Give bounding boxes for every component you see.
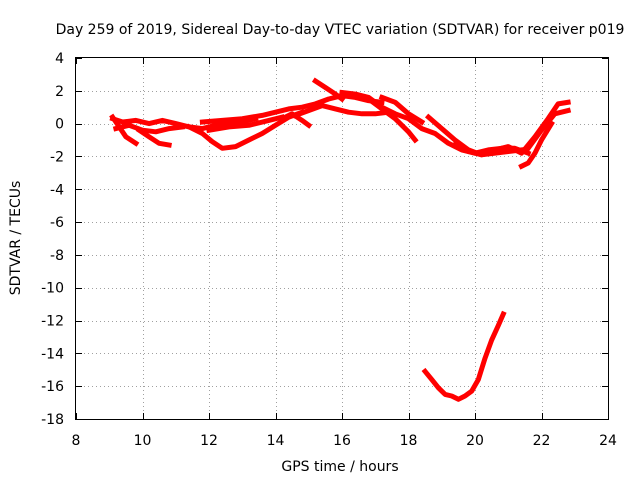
x-tick-label: 10 <box>134 433 152 449</box>
x-tick-label: 20 <box>466 433 484 449</box>
y-tick-label: -12 <box>41 314 64 330</box>
y-tick-label: -8 <box>50 248 64 264</box>
y-tick-label: -16 <box>41 379 64 395</box>
x-tick-label: 18 <box>400 433 418 449</box>
series-line-arc-13 <box>378 94 426 126</box>
x-tick-label: 22 <box>533 433 551 449</box>
series-line-arc-7 <box>206 114 286 134</box>
y-tick-label: 4 <box>55 51 64 67</box>
x-tick-label: 14 <box>267 433 285 449</box>
label-layer: 8 10 12 14 16 18 20 22 24-18-16-14-12-10-8-6-4-2… <box>41 51 617 449</box>
series-line-arc-18 <box>421 310 507 402</box>
y-tick-label: -4 <box>50 182 64 198</box>
x-tick-label: 16 <box>333 433 351 449</box>
series-layer <box>109 77 572 402</box>
series-line-arc-15 <box>451 99 571 158</box>
x-axis-label: GPS time / hours <box>281 459 398 475</box>
chart-title: Day 259 of 2019, Sidereal Day-to-day VTE… <box>56 22 625 38</box>
y-tick-label: 0 <box>55 117 64 133</box>
x-tick-label: 8 <box>72 433 81 449</box>
y-tick-label: 2 <box>55 84 64 100</box>
y-axis-label: SDTVAR / TECUs <box>8 181 24 296</box>
series-line-arc-3 <box>112 122 186 135</box>
y-tick-label: -6 <box>50 215 64 231</box>
series-line-arc-17 <box>524 107 572 152</box>
series-line-arc-2 <box>109 113 140 147</box>
x-tick-label: 12 <box>200 433 218 449</box>
y-tick-label: -10 <box>41 281 64 297</box>
series-line-arc-16 <box>518 120 555 170</box>
plot-frame <box>75 57 609 420</box>
series-line-arc-10 <box>311 77 346 103</box>
y-tick-label: -2 <box>50 149 64 165</box>
y-tick-label: -14 <box>41 346 64 362</box>
series-line-arc-6 <box>199 93 385 125</box>
series-line-arc-4 <box>135 126 172 148</box>
tick-layer <box>76 58 609 420</box>
series-line-arc-12 <box>365 95 419 144</box>
x-tick-label: 24 <box>599 433 617 449</box>
series-line-arc-9 <box>292 103 392 119</box>
y-tick-label: -18 <box>41 412 64 428</box>
